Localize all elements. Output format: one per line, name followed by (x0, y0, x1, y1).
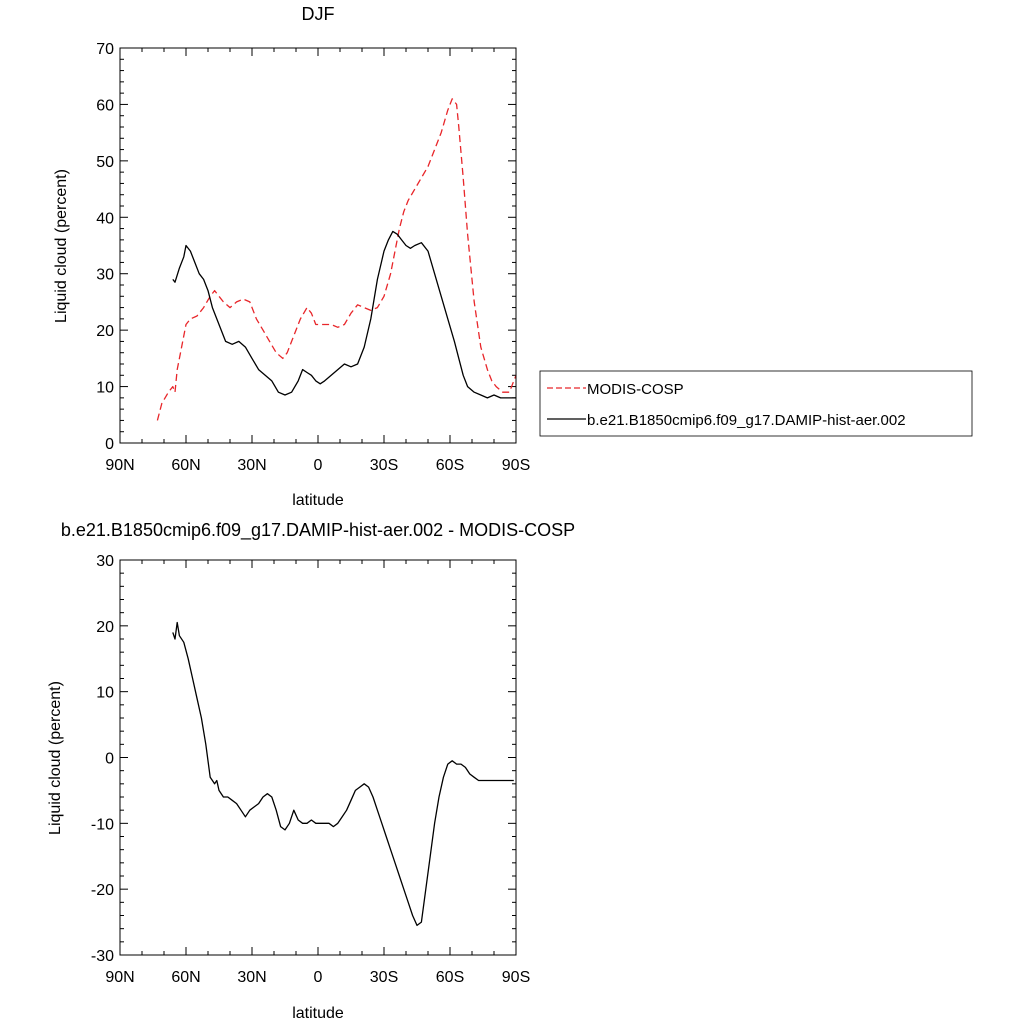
top-y-tick-labels: 0 10 20 30 40 50 60 70 (96, 41, 114, 453)
y-tick-label: 20 (96, 619, 114, 636)
x-tick-label: 30N (237, 457, 266, 474)
bottom-y-tick-labels: -30 -20 -10 0 10 20 30 (91, 553, 114, 965)
legend-label-modis: MODIS-COSP (587, 381, 684, 398)
y-tick-label: -10 (91, 816, 114, 833)
bottom-chart-title: b.e21.B1850cmip6.f09_g17.DAMIP-hist-aer.… (61, 520, 575, 541)
y-tick-label: 30 (96, 553, 114, 570)
x-tick-label: 0 (314, 969, 323, 986)
y-tick-label: 0 (105, 436, 114, 453)
top-x-tick-labels: 90N 60N 30N 0 30S 60S 90S (105, 457, 530, 474)
legend-label-model: b.e21.B1850cmip6.f09_g17.DAMIP-hist-aer.… (587, 412, 906, 429)
top-axis-ticks (119, 47, 517, 444)
y-tick-label: 0 (105, 751, 114, 768)
x-tick-label: 90S (502, 969, 530, 986)
series-line-model (172, 230, 516, 399)
y-tick-label: 20 (96, 323, 114, 340)
bottom-y-axis-label: Liquid cloud (percent) (47, 681, 64, 835)
top-chart-title: DJF (302, 4, 335, 24)
x-tick-label: 30S (370, 457, 398, 474)
bottom-panel: b.e21.B1850cmip6.f09_g17.DAMIP-hist-aer.… (47, 520, 575, 1022)
y-tick-label: 40 (96, 210, 114, 227)
series-line-difference (172, 621, 514, 927)
series-line-modis (156, 98, 517, 421)
top-series-group (156, 98, 517, 421)
y-tick-label: 10 (96, 380, 114, 397)
x-tick-label: 30N (237, 969, 266, 986)
y-tick-label: -20 (91, 882, 114, 899)
x-tick-label: 90N (105, 969, 134, 986)
x-tick-label: 60S (436, 969, 464, 986)
top-y-axis-label: Liquid cloud (percent) (53, 169, 70, 323)
x-tick-label: 0 (314, 457, 323, 474)
top-plot-frame (119, 47, 517, 444)
legend: MODIS-COSP b.e21.B1850cmip6.f09_g17.DAMI… (539, 370, 973, 437)
x-tick-label: 60N (171, 457, 200, 474)
y-tick-label: -30 (91, 948, 114, 965)
top-x-axis-label: latitude (292, 492, 344, 509)
bottom-x-axis-label: latitude (292, 1005, 344, 1022)
x-tick-label: 60S (436, 457, 464, 474)
y-tick-label: 50 (96, 154, 114, 171)
y-tick-label: 30 (96, 267, 114, 284)
x-tick-label: 60N (171, 969, 200, 986)
bottom-series-group (172, 621, 514, 927)
bottom-axis-ticks (119, 559, 517, 956)
x-tick-label: 90N (105, 457, 134, 474)
legend-box (539, 370, 973, 437)
bottom-plot-frame (119, 559, 517, 956)
y-tick-label: 70 (96, 41, 114, 58)
y-tick-label: 10 (96, 685, 114, 702)
x-tick-label: 30S (370, 969, 398, 986)
x-tick-label: 90S (502, 457, 530, 474)
bottom-x-tick-labels: 90N 60N 30N 0 30S 60S 90S (105, 969, 530, 986)
y-tick-label: 60 (96, 97, 114, 114)
